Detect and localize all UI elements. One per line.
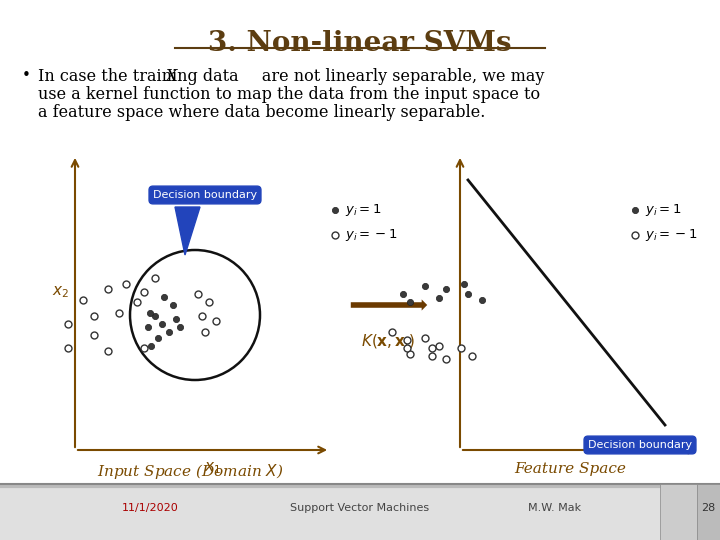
- Text: use a kernel function to map the data from the input space to: use a kernel function to map the data fr…: [38, 86, 540, 103]
- Bar: [0, 484, 720, 540]
- Text: $K(\mathbf{x}, \mathbf{x}_i)$: $K(\mathbf{x}, \mathbf{x}_i)$: [361, 333, 415, 352]
- Bar: [697, 484, 720, 540]
- Text: •: •: [22, 68, 31, 83]
- Text: X: X: [165, 68, 176, 85]
- Text: $y_i =-1$: $y_i =-1$: [345, 227, 398, 243]
- Text: In case the training data      are not linearly separable, we may: In case the training data are not linear…: [38, 68, 544, 85]
- Text: 28: 28: [701, 503, 715, 513]
- Text: M.W. Mak: M.W. Mak: [528, 503, 582, 513]
- Text: 3. Non-linear SVMs: 3. Non-linear SVMs: [208, 30, 512, 57]
- Text: Support Vector Machines: Support Vector Machines: [290, 503, 430, 513]
- Text: 11/1/2020: 11/1/2020: [122, 503, 179, 513]
- Text: $x_1$: $x_1$: [204, 460, 221, 476]
- Text: $y_i =-1$: $y_i =-1$: [645, 227, 698, 243]
- Text: Feature Space: Feature Space: [514, 462, 626, 476]
- Text: $y_i =1$: $y_i =1$: [645, 202, 682, 218]
- Bar: [660, 484, 697, 540]
- Text: Decision boundary: Decision boundary: [153, 190, 257, 200]
- Polygon shape: [175, 207, 200, 255]
- Text: $x_2$: $x_2$: [53, 285, 70, 300]
- Text: $y_i =1$: $y_i =1$: [345, 202, 382, 218]
- Text: a feature space where data become linearly separable.: a feature space where data become linear…: [38, 104, 485, 121]
- Text: Input Space (Domain $X$): Input Space (Domain $X$): [96, 462, 283, 481]
- Text: Decision boundary: Decision boundary: [588, 440, 692, 450]
